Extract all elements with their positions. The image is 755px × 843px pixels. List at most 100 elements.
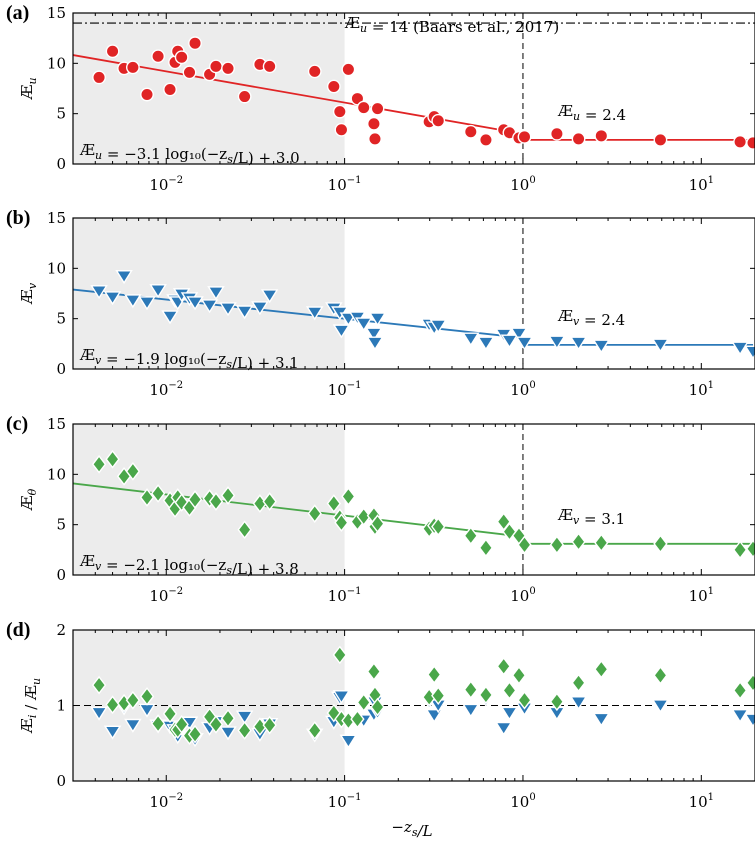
data-point xyxy=(208,492,224,511)
data-point xyxy=(517,535,532,555)
data-point xyxy=(332,690,351,705)
panel-label: (c) xyxy=(6,413,28,435)
data-point xyxy=(138,296,156,311)
data-point xyxy=(341,62,356,77)
data-point xyxy=(91,454,107,474)
data-point xyxy=(517,129,532,144)
data-point xyxy=(732,540,748,560)
x-tick-label: 10−2 xyxy=(149,380,183,399)
data-point xyxy=(208,715,224,734)
data-point xyxy=(174,50,189,65)
data-point xyxy=(356,693,371,712)
data-point xyxy=(186,296,204,311)
data-point xyxy=(731,708,749,724)
data-point xyxy=(592,339,611,354)
data-point xyxy=(429,319,448,334)
data-point xyxy=(368,312,387,327)
series-markers xyxy=(90,270,755,360)
data-point xyxy=(356,507,371,526)
data-point xyxy=(370,514,385,534)
y-tick-label: 2 xyxy=(56,621,66,639)
data-point xyxy=(115,270,133,285)
data-point xyxy=(431,113,446,128)
data-point xyxy=(139,488,155,507)
data-point xyxy=(182,65,197,80)
data-point xyxy=(731,341,749,356)
x-tick-label: 100 xyxy=(510,175,535,194)
data-point xyxy=(237,89,252,104)
data-point xyxy=(207,286,225,301)
data-point xyxy=(305,306,324,321)
data-point xyxy=(235,710,254,725)
data-point xyxy=(653,665,668,685)
y-tick-label: 1 xyxy=(56,697,66,715)
data-point xyxy=(370,697,385,717)
x-tick-label: 10−1 xyxy=(328,586,362,605)
data-point xyxy=(174,493,189,512)
data-point xyxy=(366,662,382,681)
data-point xyxy=(209,59,223,74)
reference-line-label: Æu = 14 (Baars et al., 2017) xyxy=(344,14,559,36)
data-point xyxy=(326,494,342,513)
panel-d: 0 1 2 10−2 10−1 100 101 (d) Æi / Æu xyxy=(6,619,755,811)
x-tick-label: 10−1 xyxy=(328,380,362,399)
data-point xyxy=(150,714,166,733)
x-tick-label: 101 xyxy=(689,792,714,811)
data-point xyxy=(105,44,120,59)
y-tick-label: 5 xyxy=(56,310,66,328)
data-point xyxy=(105,695,120,715)
data-point xyxy=(549,535,565,555)
data-point xyxy=(334,513,349,533)
axes-frame xyxy=(72,217,755,370)
y-tick-label: 0 xyxy=(56,772,66,790)
data-point xyxy=(90,706,108,721)
data-point xyxy=(745,539,755,559)
data-point xyxy=(341,487,356,506)
data-point xyxy=(733,134,747,149)
data-point xyxy=(125,60,140,75)
data-point xyxy=(90,285,108,300)
data-point xyxy=(746,135,755,150)
data-point xyxy=(161,310,179,325)
data-point xyxy=(502,681,517,700)
data-point xyxy=(425,708,443,724)
axes-frame xyxy=(72,12,755,165)
data-point xyxy=(479,132,493,147)
x-tick-label: 10−2 xyxy=(149,586,183,605)
series-markers xyxy=(92,36,755,150)
x-tick-label: 101 xyxy=(689,380,714,399)
data-point xyxy=(339,734,358,749)
fit-equation-label: Æu = −3.1 log₁₀(−zs/L) + 3.0 xyxy=(79,141,300,167)
data-point xyxy=(653,132,668,147)
panel-label: (a) xyxy=(6,2,29,24)
data-point xyxy=(569,336,588,351)
data-point xyxy=(365,327,383,342)
constant-fit-label: Æv = 3.1 xyxy=(557,506,625,528)
y-tick-label: 10 xyxy=(47,465,66,483)
data-point xyxy=(500,706,519,721)
y-axis-label: Æu xyxy=(18,77,39,100)
data-point xyxy=(220,708,236,728)
data-point xyxy=(125,690,141,710)
constant-fit-label: Æu = 2.4 xyxy=(557,102,626,124)
data-point xyxy=(91,675,107,695)
fit-equation-label: Æv = −2.1 log₁₀(−zs/L) + 3.8 xyxy=(79,552,299,578)
data-point xyxy=(150,484,166,503)
data-point xyxy=(125,461,141,481)
data-point xyxy=(569,696,588,711)
data-point xyxy=(651,338,670,353)
x-tick-label: 100 xyxy=(510,792,535,811)
data-point xyxy=(140,87,154,102)
data-point xyxy=(187,724,203,744)
data-point xyxy=(511,665,527,685)
panel-label: (d) xyxy=(6,619,30,641)
constant-fit-label: Æv = 2.4 xyxy=(557,307,625,329)
shaded-region xyxy=(73,13,345,164)
data-point xyxy=(124,718,142,733)
x-axis-label: −zs/L xyxy=(391,818,432,840)
y-tick-label: 15 xyxy=(47,209,66,227)
y-tick-label: 10 xyxy=(47,54,66,72)
panel-c: 0 5 10 15 10−2 10−1 100 101 (c) Æθ Æv = 3.1 Æv = −2… xyxy=(6,413,755,605)
data-point xyxy=(548,335,566,350)
